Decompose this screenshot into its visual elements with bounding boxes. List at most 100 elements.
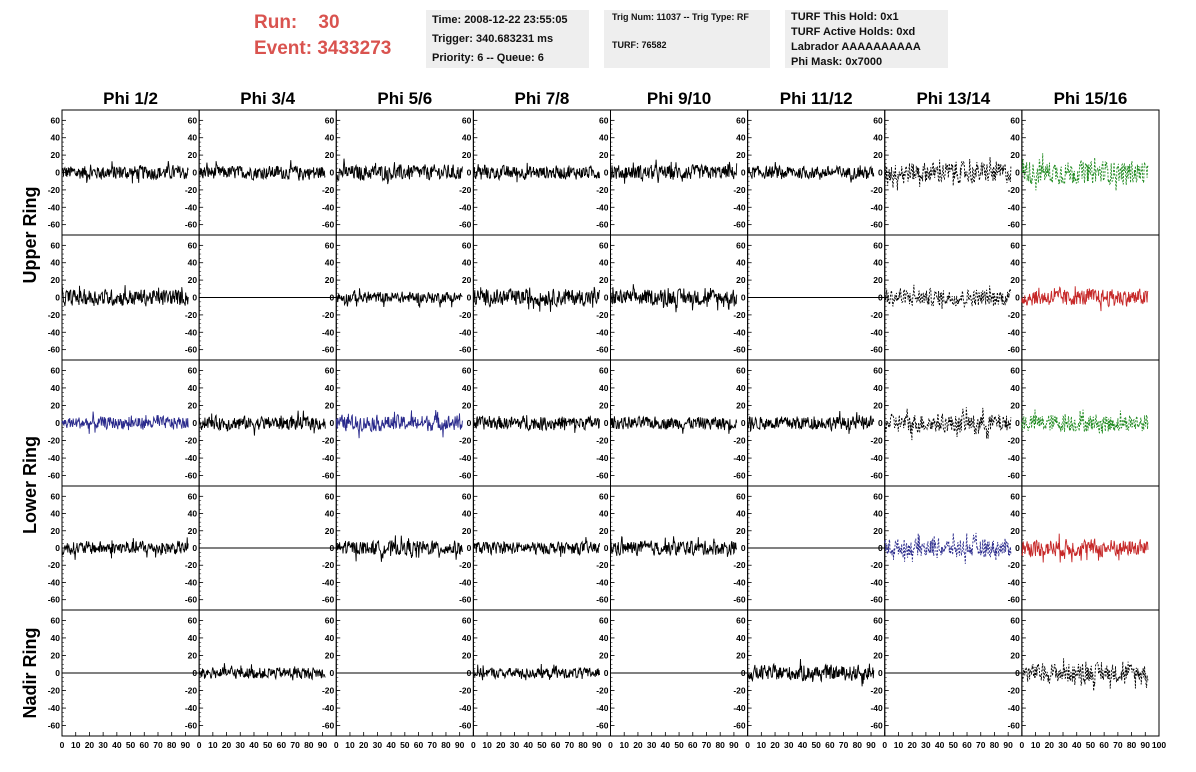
x-tick-label: 0 [334,740,339,750]
y-tick-label: -60 [322,595,335,605]
y-tick-label: 60 [736,491,746,501]
y-tick-label: -40 [322,327,335,337]
y-tick-label: -20 [870,185,883,195]
y-tick-label: -60 [1008,595,1021,605]
labrador-text: Labrador AAAAAAAAAA [791,41,921,53]
waveform-trace [1021,658,1149,691]
y-tick-label: -20 [48,310,61,320]
y-tick-label: -20 [1008,310,1021,320]
y-tick-label: -40 [870,202,883,212]
x-tick-label: 20 [85,740,95,750]
y-tick-label: 60 [462,240,472,250]
y-tick-label: -20 [322,310,335,320]
y-tick-label: -60 [596,471,609,481]
x-tick-label: 60 [277,740,287,750]
y-tick-label: 20 [873,650,883,660]
y-tick-label: 40 [325,633,335,643]
y-tick-label: 60 [736,115,746,125]
y-tick-label: -20 [48,185,61,195]
y-tick-label: -60 [185,595,198,605]
column-header: Phi 11/12 [780,89,853,108]
x-tick-label: 60 [140,740,150,750]
y-tick-label: 0 [604,543,609,553]
y-tick-label: 40 [51,383,61,393]
y-tick-label: -60 [48,345,61,355]
y-tick-label: 40 [188,383,198,393]
y-tick-label: 40 [599,509,609,519]
x-tick-label: 60 [414,740,424,750]
y-tick-label: 20 [188,526,198,536]
waveform-trace [1021,409,1149,434]
y-tick-label: 20 [325,400,335,410]
y-tick-label: 60 [873,491,883,501]
y-tick-label: 20 [873,150,883,160]
y-tick-label: -40 [1008,202,1021,212]
y-tick-label: 20 [462,275,472,285]
y-tick-label: 20 [736,275,746,285]
waveform-trace [610,415,738,434]
y-tick-label: 60 [51,491,61,501]
waveform-trace [472,663,600,681]
run-value: 30 [318,12,340,33]
x-tick-label: 10 [345,740,355,750]
y-tick-label: 60 [462,491,472,501]
y-tick-label: -60 [185,721,198,731]
y-tick-label: -60 [596,220,609,230]
y-tick-label: -60 [596,595,609,605]
x-tick-label: 50 [400,740,410,750]
y-tick-label: 40 [599,383,609,393]
x-tick-label: 10 [894,740,904,750]
y-tick-label: 60 [51,115,61,125]
y-tick-label: -40 [596,327,609,337]
y-tick-label: -40 [48,453,61,463]
y-tick-label: 60 [599,115,609,125]
y-tick-label: 40 [736,258,746,268]
y-tick-label: -20 [48,560,61,570]
x-tick-label: 0 [60,740,65,750]
x-tick-label: 90 [455,740,465,750]
y-tick-label: 20 [462,400,472,410]
x-tick-label: 80 [1127,740,1137,750]
y-tick-label: -20 [185,310,198,320]
x-tick-label: 70 [839,740,849,750]
y-tick-label: 40 [873,633,883,643]
y-tick-label: -60 [322,721,335,731]
y-tick-label: 0 [55,293,60,303]
y-tick-label: -20 [322,436,335,446]
x-tick-label: 20 [907,740,917,750]
y-tick-label: -20 [733,436,746,446]
y-tick-label: 0 [1015,668,1020,678]
waveform-trace [884,284,1012,309]
y-tick-label: -40 [322,453,335,463]
y-tick-label: 20 [325,526,335,536]
y-tick-label: 0 [192,418,197,428]
y-tick-label: -40 [1008,327,1021,337]
x-tick-label: 50 [537,740,547,750]
event-row: Event: 3433273 [254,36,391,62]
y-tick-label: 40 [188,509,198,519]
y-tick-label: 0 [1015,418,1020,428]
y-tick-label: -20 [459,436,472,446]
y-tick-label: 40 [325,509,335,519]
x-tick-label: 30 [373,740,383,750]
waveform-trace [472,286,600,312]
y-tick-label: 0 [192,543,197,553]
waveform-trace [61,537,189,560]
waveform-trace [335,158,463,185]
y-tick-label: 40 [462,133,472,143]
x-tick-label: 10 [208,740,218,750]
y-tick-label: 60 [599,615,609,625]
y-tick-label: 60 [1010,491,1020,501]
y-tick-label: 0 [55,168,60,178]
y-tick-label: -60 [733,471,746,481]
turf-info-box: TURF This Hold: 0x1 TURF Active Holds: 0… [785,10,948,68]
y-tick-label: -60 [733,595,746,605]
y-tick-label: 0 [604,293,609,303]
trig-info-box: Trig Num: 11037 -- Trig Type: RF TURF: 7… [604,10,770,68]
x-tick-label: 20 [633,740,643,750]
y-tick-label: 20 [51,150,61,160]
x-tick-label: 40 [249,740,259,750]
y-tick-label: -40 [1008,577,1021,587]
y-tick-label: -40 [185,703,198,713]
y-tick-label: 60 [462,365,472,375]
